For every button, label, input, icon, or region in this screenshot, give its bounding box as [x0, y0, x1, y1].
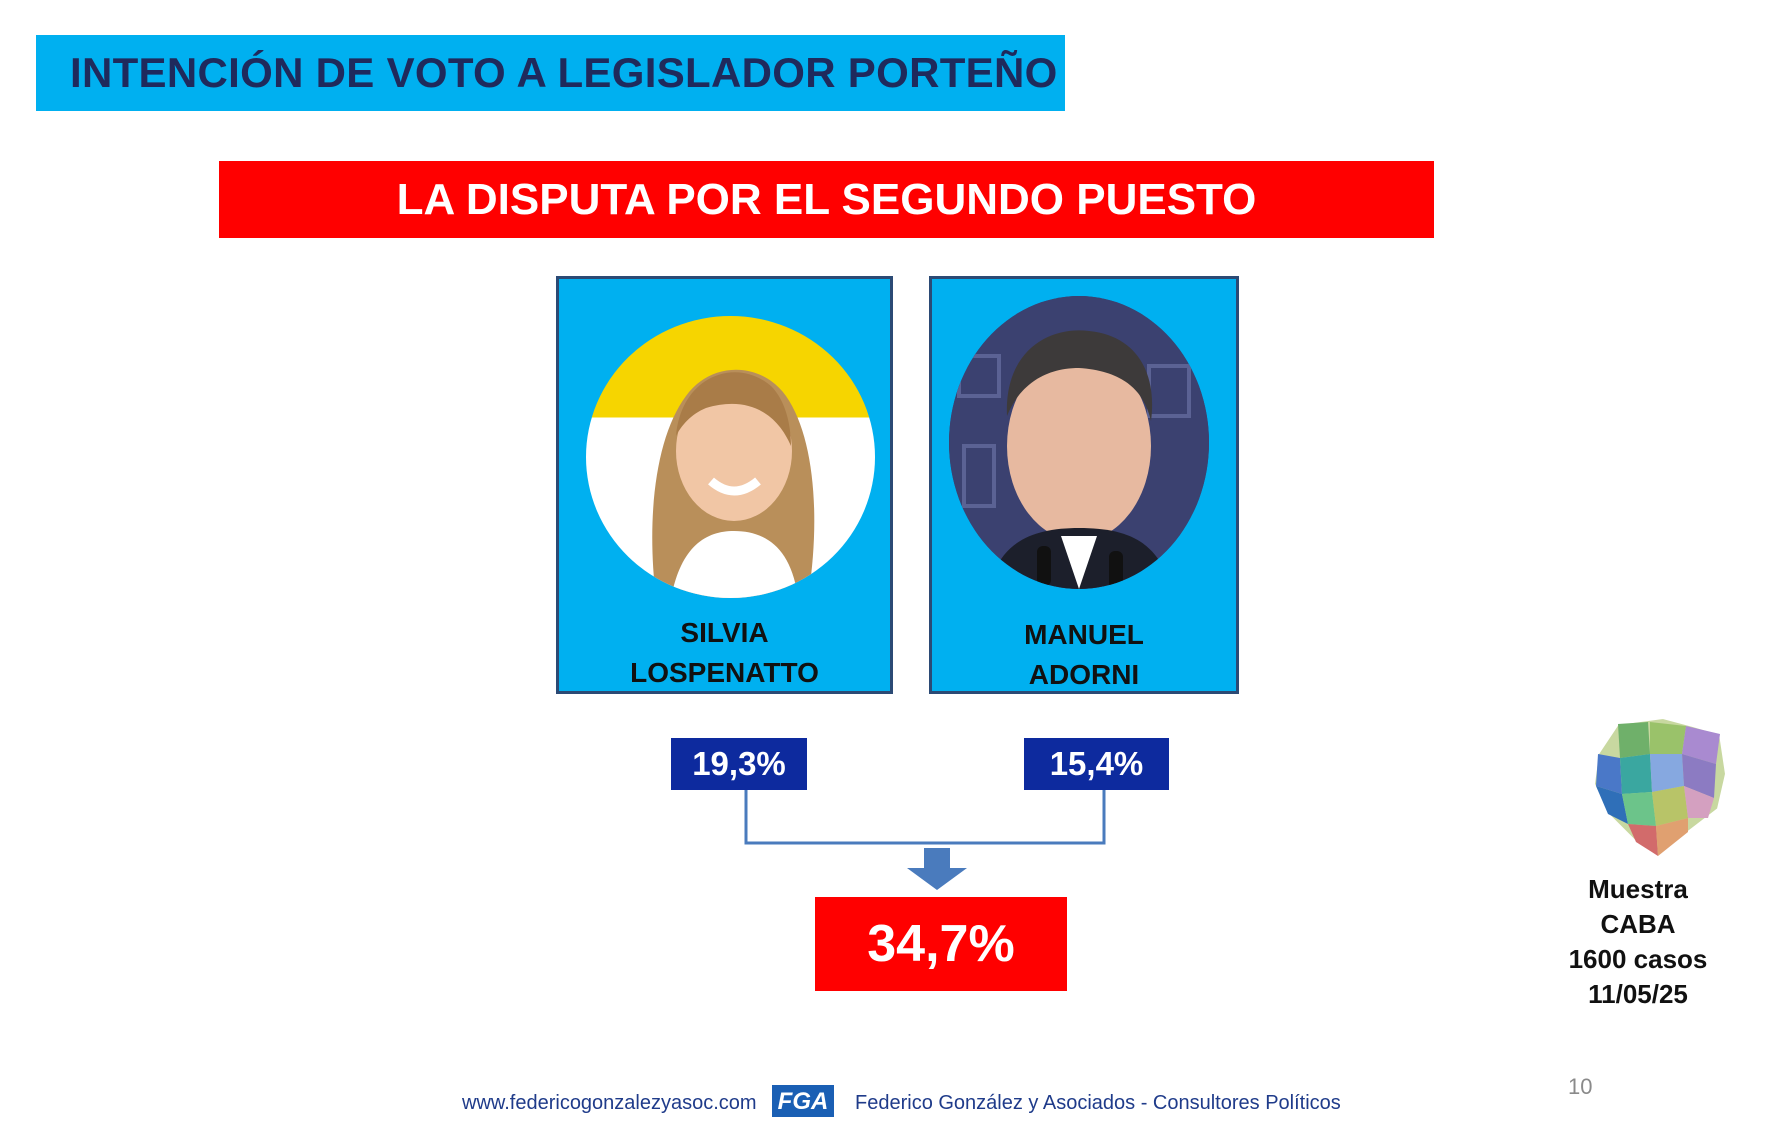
fga-logo: FGA — [772, 1085, 834, 1117]
page-number: 10 — [1568, 1074, 1593, 1099]
candidate-photo-adorni — [949, 296, 1209, 589]
percent-value: 15,4% — [1049, 745, 1144, 782]
sample-size: 1600 casos — [1568, 944, 1708, 974]
page-title: INTENCIÓN DE VOTO A LEGISLADOR PORTEÑO — [70, 49, 1058, 96]
title-banner: INTENCIÓN DE VOTO A LEGISLADOR PORTEÑO — [36, 35, 1065, 111]
sample-region: CABA — [1600, 909, 1676, 939]
candidate-card-lospenatto: SILVIA LOSPENATTO — [556, 276, 893, 694]
candidate-name-line2: LOSPENATTO — [630, 657, 819, 688]
total-percent-box: 34,7% — [815, 897, 1067, 991]
footer-firm-name: Federico González y Asociados - Consulto… — [855, 1092, 1341, 1114]
down-arrow-icon — [907, 848, 967, 890]
percent-badge-adorni: 15,4% — [1024, 738, 1169, 790]
sample-date: 11/05/25 — [1588, 979, 1688, 1009]
person-portrait-icon — [949, 296, 1209, 589]
candidate-card-adorni: MANUEL ADORNI — [929, 276, 1239, 694]
percent-badge-lospenatto: 19,3% — [671, 738, 807, 790]
candidate-name-line1: SILVIA — [680, 617, 769, 648]
candidate-name-line2: ADORNI — [1028, 659, 1140, 690]
person-portrait-icon — [652, 369, 815, 598]
footer-website-link[interactable]: www.federicogonzalezyasoc.com — [462, 1092, 757, 1114]
page-subtitle: LA DISPUTA POR EL SEGUNDO PUESTO — [396, 174, 1257, 224]
caba-map-icon — [1592, 716, 1728, 858]
sample-info: Muestra CABA 1600 casos 11/05/25 — [1548, 872, 1728, 1012]
subtitle-banner: LA DISPUTA POR EL SEGUNDO PUESTO — [219, 161, 1434, 238]
svg-text:FGA: FGA — [778, 1088, 829, 1115]
percent-value: 19,3% — [692, 745, 786, 782]
bracket-line — [744, 790, 1106, 845]
sample-label: Muestra — [1588, 874, 1688, 904]
total-percent-value: 34,7% — [867, 915, 1015, 973]
candidate-name-line1: MANUEL — [1024, 619, 1144, 650]
candidate-photo-lospenatto — [586, 316, 875, 598]
